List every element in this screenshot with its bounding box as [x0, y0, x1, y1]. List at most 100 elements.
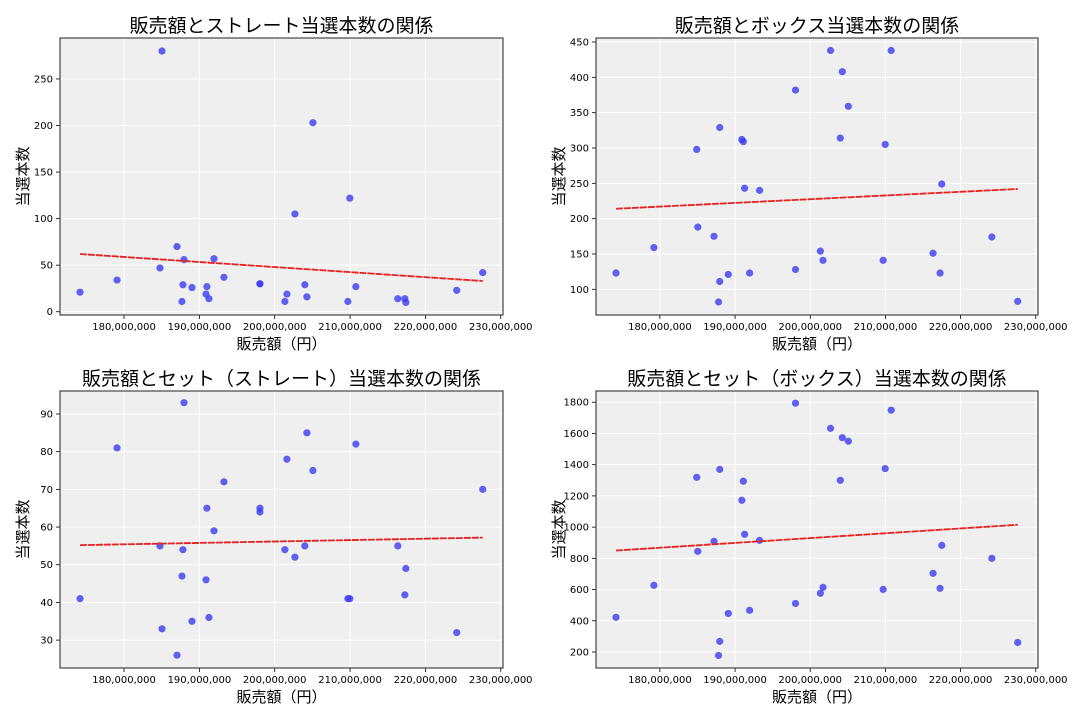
x-tick-label: 230,000,000 — [1004, 322, 1068, 333]
data-point — [710, 537, 718, 545]
chart-title: 販売額とセット（ストレート）当選本数の関係 — [82, 368, 481, 390]
data-point — [291, 210, 299, 218]
y-tick-label: 30 — [40, 636, 53, 647]
y-axis-label: 当選本数 — [14, 499, 32, 559]
data-point — [394, 542, 402, 550]
y-tick-label: 90 — [40, 409, 53, 420]
subplot-1: 180,000,000 190,000,000 200,000,000 210,000… — [14, 15, 533, 353]
data-point — [791, 399, 800, 407]
data-point — [203, 504, 211, 512]
data-point — [650, 244, 658, 252]
data-point — [929, 249, 937, 257]
y-tick-label: 150 — [570, 249, 589, 260]
data-point — [938, 180, 946, 188]
data-point — [180, 399, 188, 407]
x-tick-label: 210,000,000 — [854, 675, 918, 686]
plot-area — [60, 391, 503, 668]
y-tick-label: 70 — [40, 485, 53, 496]
data-point — [113, 276, 121, 284]
data-point — [156, 264, 164, 272]
data-point — [929, 569, 937, 577]
y-tick-label: 1600 — [564, 429, 589, 440]
x-tick-label: 180,000,000 — [92, 322, 156, 333]
data-point — [344, 595, 352, 603]
y-axis-label: 当選本数 — [550, 499, 568, 559]
data-point — [281, 546, 289, 554]
data-point — [838, 434, 846, 442]
x-axis-label: 販売額（円） — [236, 688, 326, 706]
data-point — [256, 280, 264, 288]
y-tick-label: 50 — [40, 560, 53, 571]
data-point — [844, 437, 852, 445]
axes-frame — [59, 390, 504, 669]
data-point — [791, 265, 800, 274]
trend-line — [80, 536, 483, 547]
data-point — [936, 269, 944, 277]
plot-area — [596, 38, 1038, 315]
x-tick-label: 200,000,000 — [243, 675, 307, 686]
data-point — [479, 269, 487, 277]
y-tick-label: 400 — [570, 73, 589, 84]
x-tick-label: 200,000,000 — [778, 322, 842, 333]
data-point — [301, 281, 309, 289]
plot-area — [596, 391, 1038, 668]
x-tick-label: 210,000,000 — [318, 322, 382, 333]
chart-title: 販売額とボックス当選本数の関係 — [675, 15, 959, 37]
data-point — [887, 406, 895, 414]
x-tick-label: 200,000,000 — [243, 322, 307, 333]
data-point — [220, 273, 228, 281]
data-point — [881, 140, 889, 149]
axes-frame — [595, 37, 1039, 316]
x-tick-label: 180,000,000 — [628, 322, 692, 333]
data-point — [739, 138, 747, 146]
x-tick-label: 210,000,000 — [318, 675, 382, 686]
data-point — [283, 290, 291, 298]
data-point — [936, 584, 944, 592]
x-tick-label: 180,000,000 — [92, 675, 156, 686]
y-tick-label: 800 — [570, 554, 589, 565]
x-tick-label: 210,000,000 — [854, 322, 918, 333]
y-tick-label: 80 — [40, 447, 53, 458]
data-point — [693, 473, 701, 481]
y-tick-label: 1000 — [564, 523, 589, 534]
y-tick-label: 100 — [34, 214, 53, 225]
plot-area — [60, 38, 503, 315]
x-tick-label: 180,000,000 — [628, 675, 692, 686]
data-point — [738, 496, 746, 504]
x-tick-label: 200,000,000 — [778, 675, 842, 686]
x-axis-label: 販売額（円） — [772, 688, 862, 706]
data-point — [173, 242, 181, 251]
data-point — [879, 585, 887, 594]
y-tick-label: 300 — [570, 143, 589, 154]
data-point — [188, 283, 196, 292]
data-point — [693, 145, 701, 154]
data-point — [887, 46, 895, 55]
data-point — [303, 429, 311, 437]
data-point — [746, 606, 754, 614]
data-point — [710, 232, 718, 240]
y-tick-label: 1200 — [564, 491, 589, 502]
axes-frame — [59, 37, 504, 316]
data-point — [836, 134, 844, 142]
y-tick-label: 150 — [34, 168, 53, 179]
x-tick-label: 220,000,000 — [929, 675, 993, 686]
data-point — [210, 255, 218, 263]
data-point — [724, 609, 732, 618]
data-point — [303, 293, 311, 301]
y-tick-label: 100 — [570, 285, 589, 296]
data-point — [714, 298, 723, 306]
data-point — [203, 283, 211, 291]
data-point — [755, 186, 764, 194]
data-point — [791, 599, 800, 608]
data-point — [158, 47, 166, 55]
data-point — [838, 68, 846, 76]
y-tick-label: 350 — [570, 108, 589, 119]
y-tick-label: 250 — [34, 74, 53, 85]
data-point — [256, 508, 264, 516]
data-point — [819, 256, 827, 264]
subplot-2: 180,000,000 190,000,000 200,000,000 210,000… — [550, 15, 1068, 353]
data-point — [291, 553, 299, 561]
data-point — [346, 194, 354, 202]
data-point — [716, 465, 724, 473]
